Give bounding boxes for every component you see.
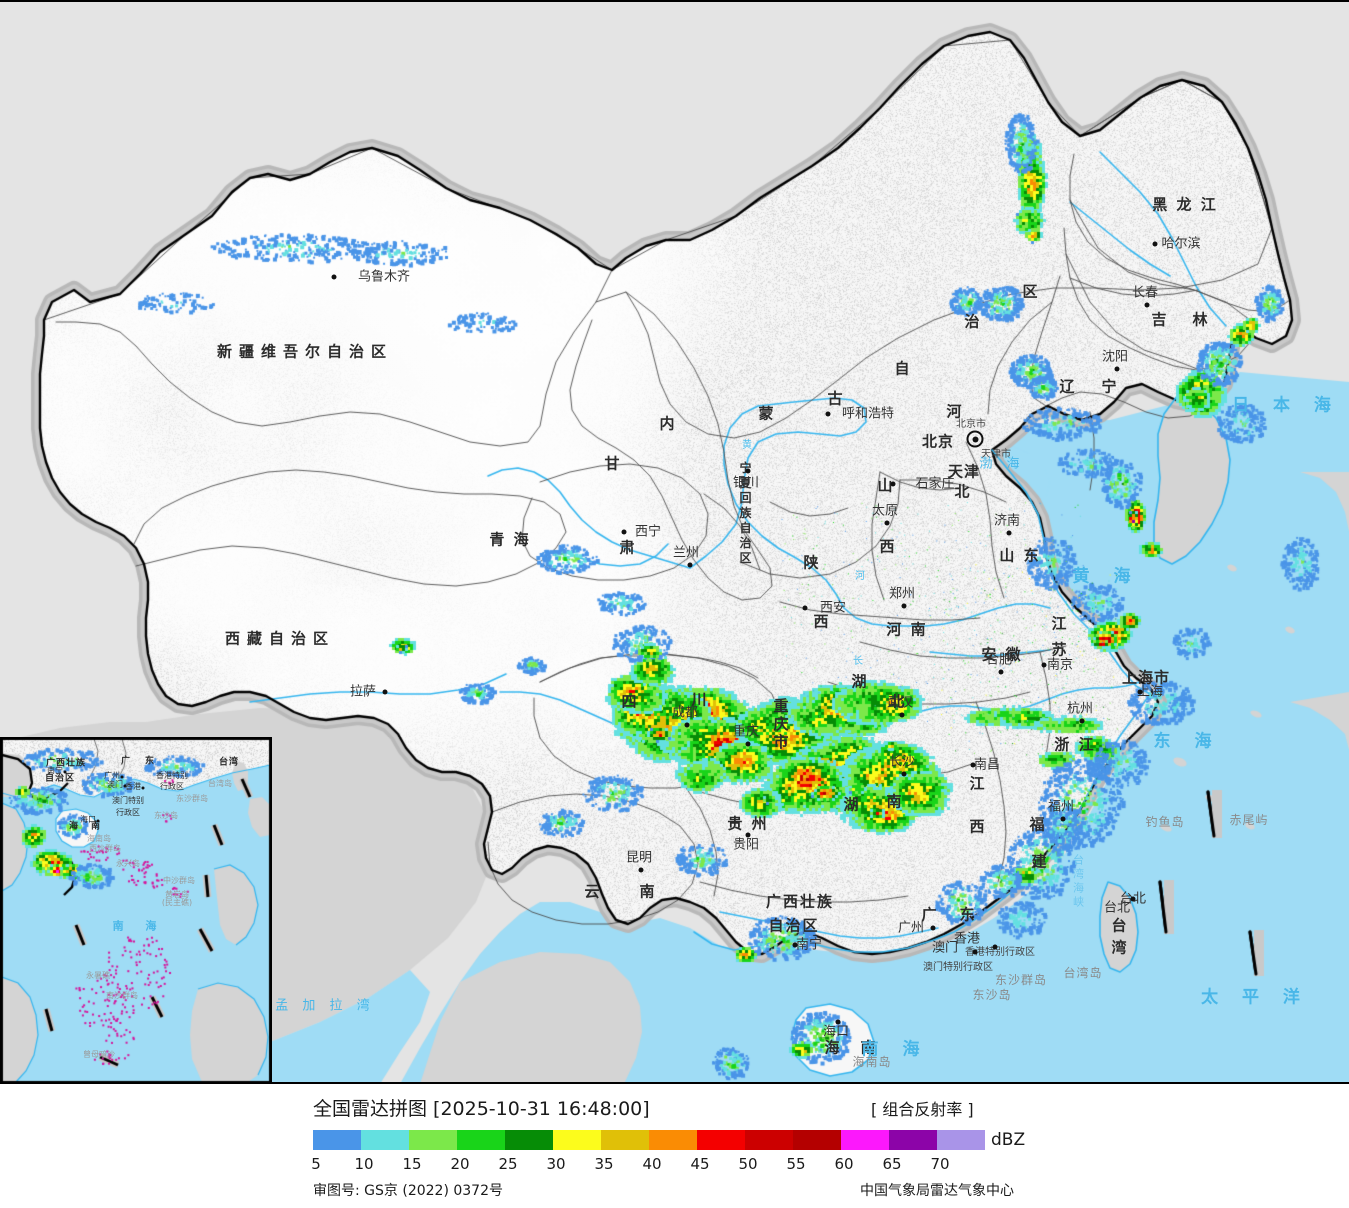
dbz-colorbar[interactable] — [313, 1130, 985, 1150]
title-row: 全国雷达拼图 [2025-10-31 16:48:00] [ 组合反射率 ] — [313, 1094, 1013, 1120]
dbz-tick-labels: 5 10 15 20 25 30 35 40 45 50 55 60 65 70 — [311, 1155, 1013, 1173]
colorbar-swatch-5 — [313, 1130, 361, 1150]
dbz-tick-45: 45 — [690, 1155, 710, 1173]
dbz-tick-15: 15 — [402, 1155, 422, 1173]
dbz-tick-30: 30 — [546, 1155, 566, 1173]
dbz-tick-20: 20 — [450, 1155, 470, 1173]
colorbar-swatch-70 — [937, 1130, 985, 1150]
colorbar-swatch-55 — [793, 1130, 841, 1150]
product-label: [ 组合反射率 ] — [871, 1100, 974, 1119]
dbz-tick-60: 60 — [834, 1155, 854, 1173]
radar-map-panel[interactable]: 新疆维吾尔自治区 西藏自治区青 海甘肃内蒙古自治区宁夏回族自治区陕西山西河北河 南… — [0, 0, 1349, 1084]
colorbar-swatch-50 — [745, 1130, 793, 1150]
colorbar-swatch-60 — [841, 1130, 889, 1150]
legend-panel: 全国雷达拼图 [2025-10-31 16:48:00] [ 组合反射率 ] d… — [0, 1084, 1349, 1208]
dbz-tick-55: 55 — [786, 1155, 806, 1173]
inset-map-canvas[interactable] — [2, 739, 270, 1082]
dbz-tick-25: 25 — [498, 1155, 518, 1173]
colorbar-swatch-35 — [601, 1130, 649, 1150]
dbz-tick-70: 70 — [930, 1155, 950, 1173]
review-number: 审图号: GS京 (2022) 0372号 — [313, 1183, 503, 1199]
dbz-tick-10: 10 — [354, 1155, 374, 1173]
colorbar-swatch-15 — [409, 1130, 457, 1150]
dbz-unit-label: dBZ — [991, 1130, 1026, 1150]
colorbar-swatch-10 — [361, 1130, 409, 1150]
issuing-agency: 中国气象局雷达气象中心 — [860, 1183, 1014, 1199]
dbz-tick-35: 35 — [594, 1155, 614, 1173]
dbz-tick-5: 5 — [311, 1155, 321, 1173]
colorbar-swatch-65 — [889, 1130, 937, 1150]
dbz-tick-50: 50 — [738, 1155, 758, 1173]
page-title: 全国雷达拼图 [2025-10-31 16:48:00] — [313, 1098, 650, 1120]
colorbar-swatch-30 — [553, 1130, 601, 1150]
dbz-tick-40: 40 — [642, 1155, 662, 1173]
colorbar-swatch-20 — [457, 1130, 505, 1150]
south-china-sea-inset[interactable]: 广西壮族 自治区广东海南台湾 香港特别 行政区 澳门特别 行政区 南宁 广州 澳门 香港 海口南 海… — [0, 737, 272, 1082]
dbz-tick-65: 65 — [882, 1155, 902, 1173]
colorbar-swatch-25 — [505, 1130, 553, 1150]
colorbar-swatch-40 — [649, 1130, 697, 1150]
colorbar-swatch-45 — [697, 1130, 745, 1150]
